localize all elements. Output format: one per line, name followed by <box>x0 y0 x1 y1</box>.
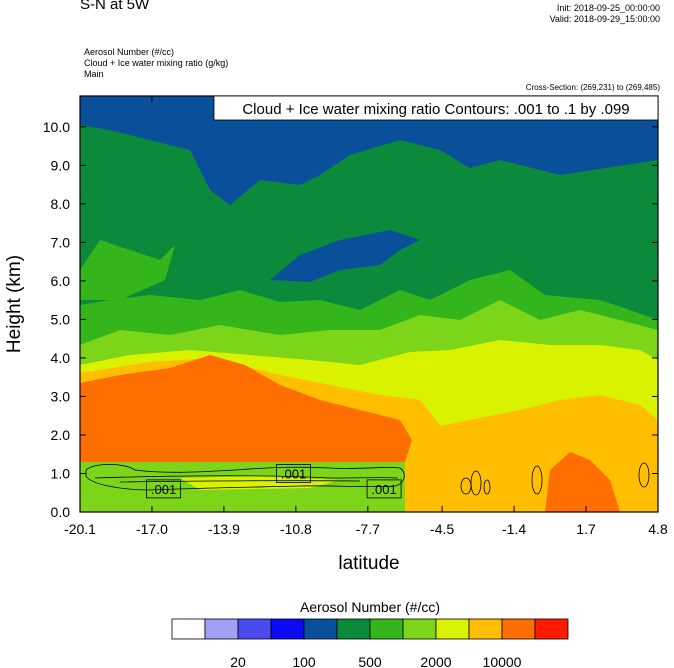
contour-labels: .001 .001 .001 <box>146 464 402 499</box>
colorbar-label: 2000 <box>420 654 451 668</box>
contour-blob-5 <box>638 462 650 488</box>
chart-title: S-N at 5W <box>80 0 150 13</box>
x-tick-label: -1.4 <box>502 521 526 537</box>
x-tick-label: -13.9 <box>208 521 240 537</box>
contour-info-box <box>213 95 659 121</box>
field-yellow-streak <box>180 476 340 490</box>
colorbar-swatch <box>468 618 503 640</box>
colorbar-swatch <box>369 618 404 640</box>
field-name-aerosol: Aerosol Number (#/cc) <box>84 47 175 57</box>
field-dark-orange <box>80 355 412 462</box>
x-axis: -20.1 -17.0 -13.9 -10.8 -7.7 -4.5 -1.4 1.7 4.8 <box>64 96 668 537</box>
x-tick-label: -7.7 <box>356 521 380 537</box>
y-tick-label: 0.0 <box>51 504 71 520</box>
contour-label-box <box>146 479 181 499</box>
contour-line-inner <box>94 475 399 479</box>
y-tick-label: 3.0 <box>51 388 71 404</box>
colorbar-title: Aerosol Number (#/cc) <box>300 599 440 615</box>
x-tick-label: -20.1 <box>64 521 96 537</box>
field-dark-orange-right <box>545 452 620 512</box>
contour-blob-4 <box>531 465 543 495</box>
colorbar-swatch <box>303 618 338 640</box>
field-name-cloud-ice: Cloud + Ice water mixing ratio (g/kg) <box>84 58 229 68</box>
colorbar-swatch <box>534 618 569 640</box>
contour-line-inner-2 <box>119 480 361 483</box>
y-tick-label: 8.0 <box>51 196 71 212</box>
field-green-left-lobe <box>80 240 175 300</box>
field-name-main: Main <box>84 69 104 79</box>
y-tick-label: 10.0 <box>43 119 70 135</box>
contour-line-main <box>85 463 405 491</box>
contour-label-box <box>276 464 311 483</box>
x-tick-label: -10.8 <box>280 521 312 537</box>
valid-time: Valid: 2018-09-29_15:00:00 <box>549 14 660 24</box>
cross-section-label: Cross-Section: (269,231) to (269,485) <box>525 83 660 92</box>
colorbar-label: 10000 <box>483 654 522 668</box>
colorbar-swatch <box>435 618 470 640</box>
init-valid-times: Init: 2018-09-25_00:00:00 Valid: 2018-09… <box>550 3 660 25</box>
contour-info-text: Cloud + Ice water mixing ratio Contours:… <box>242 101 629 118</box>
heatmap-field <box>80 96 658 512</box>
colorbar-swatch <box>501 618 536 640</box>
y-tick-label: 1.0 <box>51 465 71 481</box>
x-axis-label: latitude <box>338 553 399 574</box>
y-tick-label: 2.0 <box>51 427 71 443</box>
colorbar-swatch <box>270 618 305 640</box>
contour-label: .001 <box>151 482 176 497</box>
y-tick-label: 7.0 <box>51 234 71 250</box>
colorbar-swatch <box>171 618 206 640</box>
cloud-ice-contours <box>85 462 650 496</box>
x-tick-label: 1.7 <box>576 521 596 537</box>
colorbar-swatch <box>402 618 437 640</box>
x-tick-label: 4.8 <box>648 521 668 537</box>
y-tick-label: 4.0 <box>51 350 71 366</box>
contour-label: .001 <box>371 482 396 497</box>
contour-label-box <box>366 479 402 499</box>
y-tick-label: 5.0 <box>51 311 71 327</box>
colorbar-swatch <box>336 618 371 640</box>
colorbar-swatch <box>237 618 272 640</box>
colorbar: 20 100 500 2000 10000 <box>171 618 569 668</box>
contour-blob-3 <box>483 479 491 495</box>
y-tick-label: 9.0 <box>51 157 71 173</box>
y-tick-label: 6.0 <box>51 273 71 289</box>
init-time: Init: 2018-09-25_00:00:00 <box>556 3 660 13</box>
field-dark-blue-top <box>80 96 658 205</box>
colorbar-label: 20 <box>230 654 246 668</box>
x-tick-label: -17.0 <box>136 521 168 537</box>
y-axis: 0.0 1.0 2.0 3.0 4.0 5.0 6.0 7.0 8.0 9.0 10.0 <box>43 119 658 520</box>
colorbar-label: 100 <box>292 654 316 668</box>
field-dark-blue-mid <box>270 230 420 282</box>
x-tick-label: -4.5 <box>430 521 454 537</box>
y-axis-label: Height (km) <box>4 255 25 353</box>
colorbar-label: 500 <box>358 654 382 668</box>
colorbar-swatch <box>204 618 239 640</box>
contour-label: .001 <box>281 466 306 481</box>
contour-blob-2 <box>470 470 482 496</box>
